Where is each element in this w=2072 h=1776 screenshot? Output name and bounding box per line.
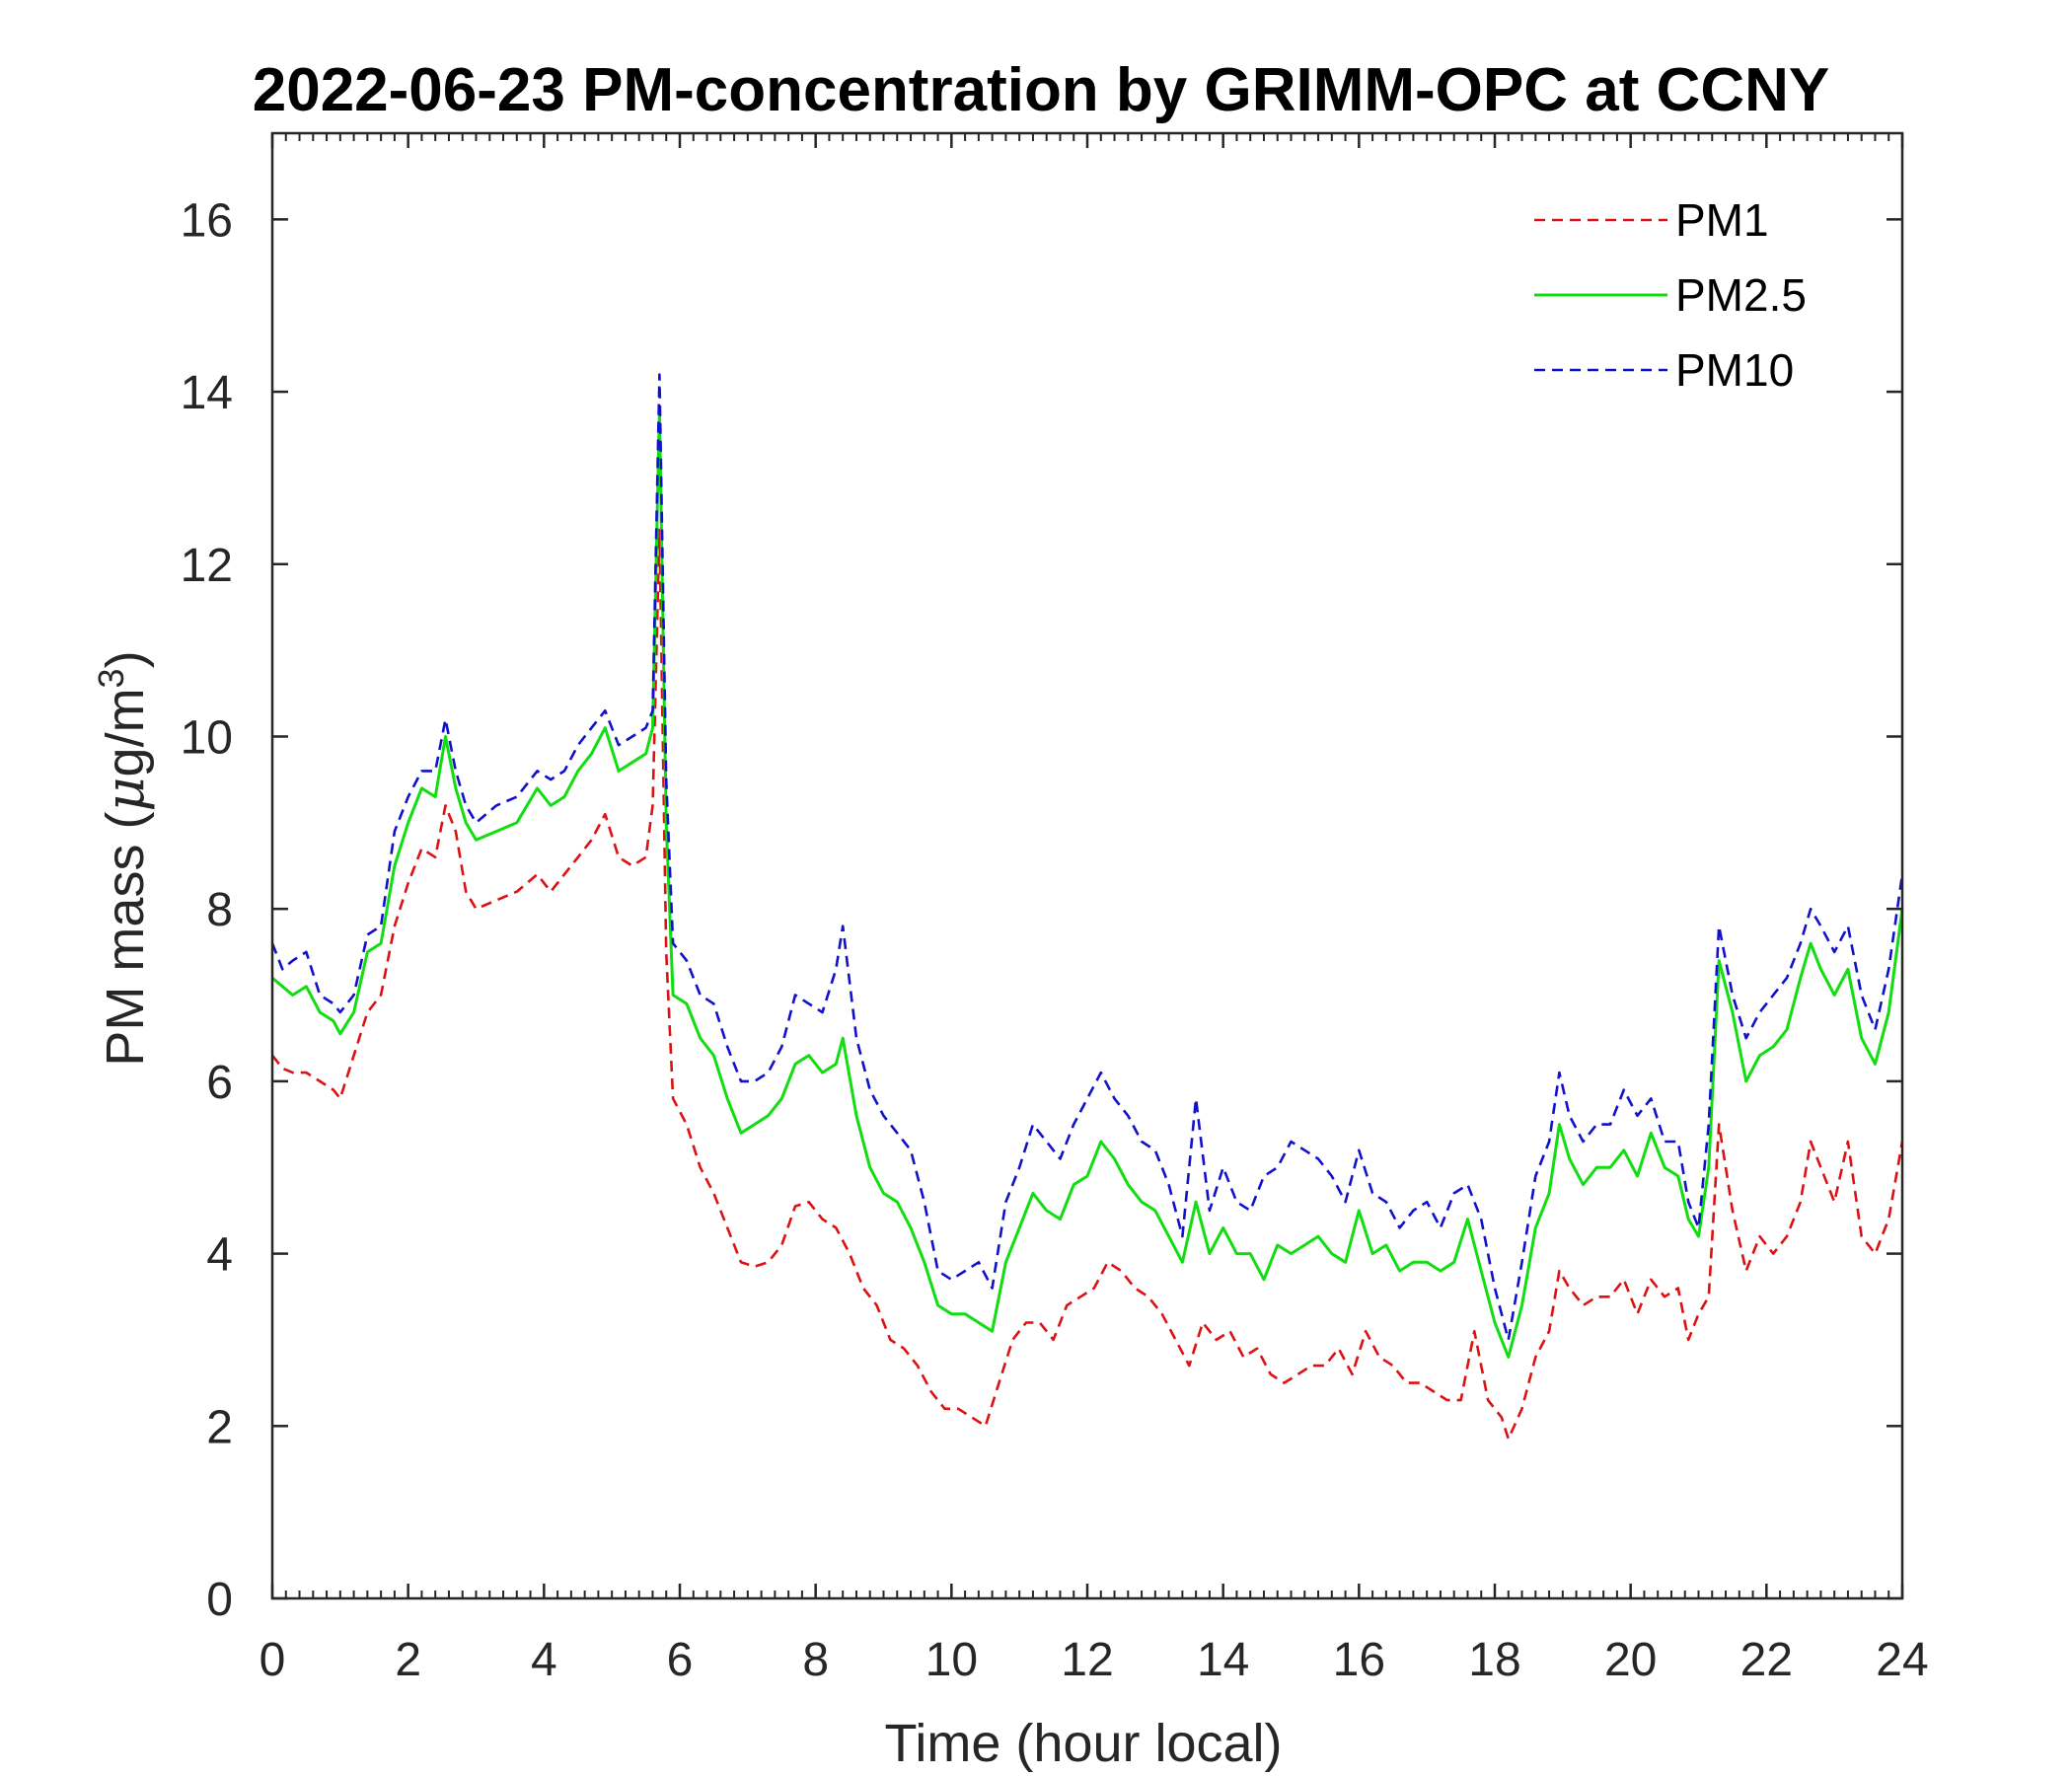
x-axis-label: Time (hour local) (884, 1714, 1282, 1773)
series-line-pm1 (270, 528, 1904, 1441)
x-tick-label: 0 (259, 1634, 286, 1686)
y-tick-label: 14 (181, 367, 233, 419)
x-tick-label: 22 (1740, 1634, 1793, 1686)
y-axis-label-suffix: ) (96, 650, 155, 668)
legend-label: PM2.5 (1675, 269, 1807, 321)
x-tick-label: 24 (1876, 1634, 1928, 1686)
y-tick-label: 2 (206, 1401, 233, 1453)
x-tick-label: 8 (802, 1634, 829, 1686)
y-tick-label: 16 (181, 194, 233, 247)
x-tick-label: 12 (1061, 1634, 1113, 1686)
legend-label: PM10 (1675, 344, 1794, 396)
chart-title: 2022-06-23 PM-concentration by GRIMM-OPC… (253, 56, 1830, 124)
y-axis-ticks: 0 2 4 6 8 10 12 14 16 (181, 194, 1902, 1626)
y-axis-label: PM mass (μg/m3) (91, 650, 157, 1066)
y-axis-label-mu: μ (94, 777, 156, 811)
y-tick-label: 0 (206, 1574, 233, 1626)
x-tick-label: 4 (531, 1634, 557, 1686)
plot-area (270, 373, 1904, 1441)
x-tick-label: 6 (667, 1634, 694, 1686)
series-line-pm2-5 (271, 407, 1904, 1359)
x-tick-label: 14 (1197, 1634, 1249, 1686)
y-axis-label-unit: g/m (96, 688, 155, 777)
series-line-pm10 (270, 373, 1904, 1342)
y-tick-label: 8 (206, 884, 233, 936)
x-tick-label: 10 (925, 1634, 978, 1686)
x-tick-label: 16 (1333, 1634, 1385, 1686)
x-tick-label: 18 (1468, 1634, 1520, 1686)
x-tick-label: 20 (1604, 1634, 1657, 1686)
y-tick-label: 4 (206, 1229, 233, 1282)
legend-label: PM1 (1675, 194, 1769, 246)
y-tick-label: 10 (181, 711, 233, 764)
y-tick-label: 12 (181, 540, 233, 592)
x-tick-label: 2 (395, 1634, 421, 1686)
legend: PM1 PM2.5 PM10 (1534, 194, 1807, 396)
y-tick-label: 6 (206, 1057, 233, 1109)
y-axis-label-prefix: PM mass ( (96, 812, 155, 1067)
y-axis-label-superscript: 3 (91, 668, 131, 688)
x-axis-ticks: 0 2 4 6 8 10 12 14 16 18 20 22 24 (259, 133, 1929, 1686)
